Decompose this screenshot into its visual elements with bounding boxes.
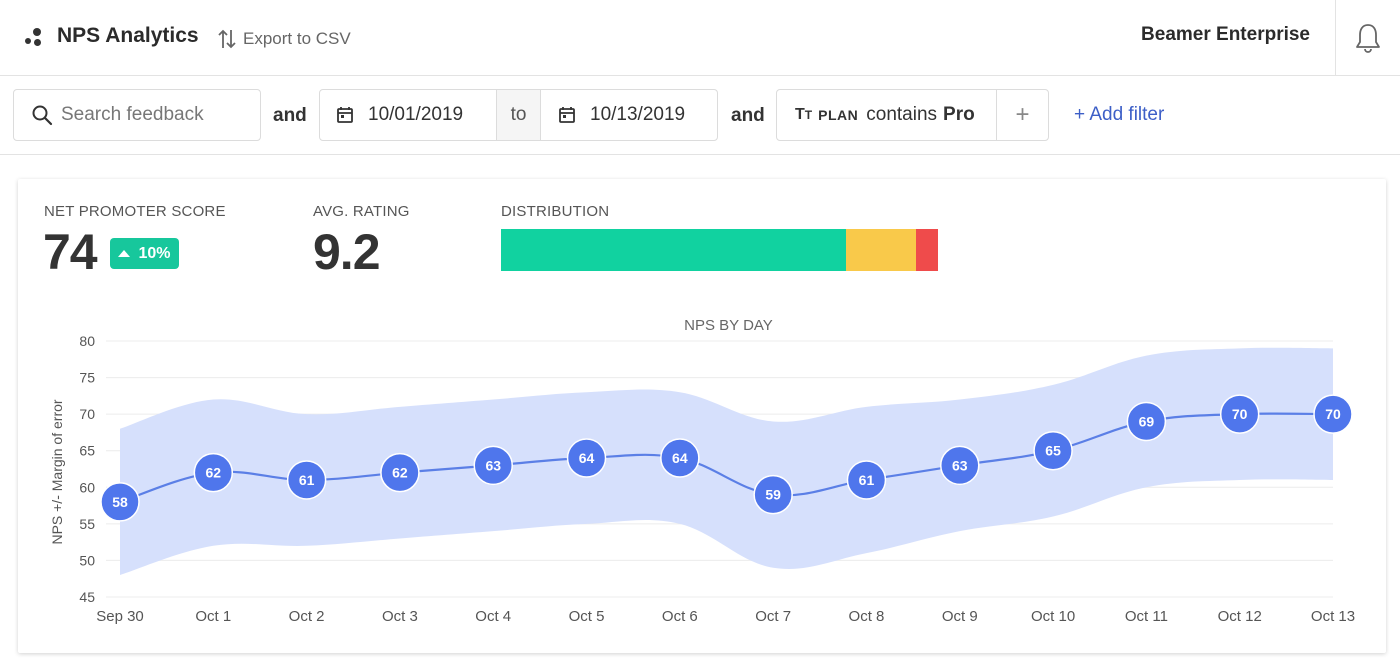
nps-change-value: 10% xyxy=(138,244,171,262)
y-tick-label: 70 xyxy=(79,406,95,422)
y-tick-label: 60 xyxy=(79,479,95,495)
date-from-value: 10/01/2019 xyxy=(368,104,464,125)
and-label: and xyxy=(731,105,765,126)
date-range-picker: 10/01/2019 to 10/13/2019 xyxy=(319,89,718,141)
export-csv-label: Export to CSV xyxy=(243,29,351,48)
y-tick-label: 65 xyxy=(79,443,95,459)
data-point xyxy=(380,452,420,493)
date-to-field[interactable]: 10/13/2019 xyxy=(541,90,717,140)
data-point xyxy=(940,445,980,486)
add-filter-link[interactable]: + Add filter xyxy=(1074,104,1165,125)
nps-change-badge: 10% xyxy=(110,238,179,269)
sort-arrows-icon xyxy=(218,29,236,49)
nps-label: NET PROMOTER SCORE xyxy=(44,203,226,220)
x-tick-label: Oct 13 xyxy=(1311,608,1355,625)
y-tick-label: 55 xyxy=(79,516,95,532)
data-label: 63 xyxy=(485,457,501,473)
data-label: 62 xyxy=(206,465,222,481)
plan-filter[interactable]: TT PLAN contains Pro xyxy=(777,90,996,140)
calendar-icon xyxy=(337,107,353,123)
data-point xyxy=(193,452,234,493)
data-label: 65 xyxy=(1045,443,1061,459)
data-label: 64 xyxy=(672,450,688,466)
rating-value: 9.2 xyxy=(313,224,381,280)
y-axis-label: NPS +/- Margin of error xyxy=(49,399,65,544)
x-tick-label: Oct 12 xyxy=(1218,608,1262,625)
data-point xyxy=(286,460,327,500)
data-label: 69 xyxy=(1139,413,1155,429)
x-tick-label: Oct 6 xyxy=(662,608,698,625)
and-label: and xyxy=(273,105,307,126)
y-tick-label: 45 xyxy=(79,589,95,605)
margin-of-error-band xyxy=(120,347,1333,576)
calendar-icon xyxy=(559,107,575,123)
notifications-button[interactable] xyxy=(1335,0,1400,76)
data-point xyxy=(1219,394,1260,434)
bell-icon xyxy=(1356,24,1380,53)
data-point xyxy=(660,438,700,478)
chart-title: NPS BY DAY xyxy=(684,317,773,334)
data-label: 62 xyxy=(392,465,408,481)
data-label: 63 xyxy=(952,457,968,473)
filter-value: Pro xyxy=(943,104,975,125)
arrow-up-icon xyxy=(118,250,131,257)
filter-operator: contains xyxy=(866,104,938,125)
data-label: 61 xyxy=(299,472,315,488)
data-label: 59 xyxy=(765,487,781,503)
data-label: 58 xyxy=(112,494,128,510)
distribution-label: DISTRIBUTION xyxy=(501,203,610,220)
search-input[interactable] xyxy=(61,104,241,126)
export-csv-button[interactable]: Export to CSV xyxy=(217,28,351,50)
text-type-icon: TT xyxy=(795,106,813,123)
distribution-segment-passives xyxy=(846,229,917,271)
add-condition-button[interactable]: + xyxy=(996,90,1048,140)
date-to-value: 10/13/2019 xyxy=(590,104,686,125)
x-tick-label: Oct 10 xyxy=(1031,608,1075,625)
x-tick-label: Oct 11 xyxy=(1125,608,1168,625)
search-icon xyxy=(32,105,53,126)
data-point xyxy=(1126,401,1167,442)
rating-label: AVG. RATING xyxy=(313,203,410,220)
y-tick-label: 50 xyxy=(79,552,95,568)
x-tick-label: Oct 3 xyxy=(382,608,418,625)
nps-by-day-chart: NPS BY DAY NPS +/- Margin of error 45 50 55 6… xyxy=(49,317,1355,625)
x-tick-label: Oct 9 xyxy=(942,608,978,625)
top-header: NPS Analytics Export to CSV Beamer Enter… xyxy=(0,0,1400,76)
data-point xyxy=(100,482,140,522)
y-tick-label: 75 xyxy=(79,370,95,386)
workspace-name[interactable]: Beamer Enterprise xyxy=(1141,24,1310,45)
x-tick-label: Sep 30 xyxy=(96,608,144,625)
data-label: 61 xyxy=(859,472,875,488)
data-point xyxy=(846,460,887,500)
x-tick-label: Oct 4 xyxy=(475,608,511,625)
logo-icon xyxy=(25,28,41,46)
x-tick-label: Oct 1 xyxy=(195,608,231,625)
nps-value: 74 xyxy=(43,224,98,280)
filter-bar: and 10/01/2019 to 10/13/2019 and TT PLAN… xyxy=(0,76,1400,155)
data-label: 70 xyxy=(1232,406,1248,422)
data-point xyxy=(473,445,513,486)
data-point xyxy=(1313,394,1353,434)
distribution-bar xyxy=(501,229,938,271)
filter-field: PLAN xyxy=(818,107,859,123)
data-label: 64 xyxy=(579,450,595,466)
to-label: to xyxy=(496,90,541,140)
x-tick-label: Oct 2 xyxy=(289,608,325,625)
data-label: 70 xyxy=(1325,406,1341,422)
date-from-field[interactable]: 10/01/2019 xyxy=(320,90,496,140)
x-tick-label: Oct 5 xyxy=(569,608,605,625)
nps-card: NET PROMOTER SCORE 74 10% AVG. RATING 9.… xyxy=(18,179,1386,653)
search-box[interactable] xyxy=(13,89,261,141)
data-point xyxy=(753,474,793,515)
x-tick-label: Oct 8 xyxy=(849,608,885,625)
y-tick-label: 80 xyxy=(79,333,95,349)
distribution-segment-promoters xyxy=(501,229,847,271)
data-point xyxy=(566,438,607,478)
app-title: NPS Analytics xyxy=(57,24,199,47)
data-point xyxy=(1033,430,1073,471)
x-tick-label: Oct 7 xyxy=(755,608,791,625)
distribution-segment-detractors xyxy=(916,229,938,271)
plan-filter-chip: TT PLAN contains Pro + xyxy=(776,89,1049,141)
